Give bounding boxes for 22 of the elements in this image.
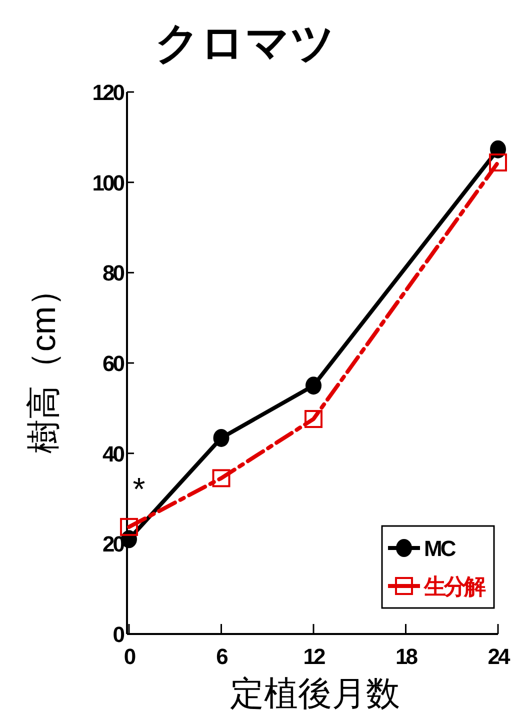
y-tick-label: 60 <box>102 351 125 376</box>
x-tick-label: 6 <box>216 644 228 669</box>
point <box>489 153 507 172</box>
x-axis-title: 定植後月数 <box>230 675 400 713</box>
x-tick-label: 12 <box>303 644 326 669</box>
y-tick-label: 80 <box>102 260 125 286</box>
point <box>213 428 230 447</box>
point <box>304 410 322 428</box>
y-tick-label: 100 <box>92 170 125 196</box>
chart-title: クロマツ <box>155 19 335 68</box>
point <box>120 518 138 536</box>
y-axis-title: 樹高（cm） <box>25 272 63 454</box>
y-tick-label: 40 <box>102 441 125 466</box>
x-tick-label: 24 <box>488 644 511 669</box>
point <box>306 376 322 395</box>
legend-label: 生分解 <box>423 574 486 599</box>
annotation: * <box>132 471 146 507</box>
point <box>212 469 230 488</box>
y-tick-label: 120 <box>92 80 125 105</box>
x-tick-label: 18 <box>396 644 418 669</box>
legend-label: MC <box>424 536 456 561</box>
y-tick-label: 0 <box>112 622 125 647</box>
